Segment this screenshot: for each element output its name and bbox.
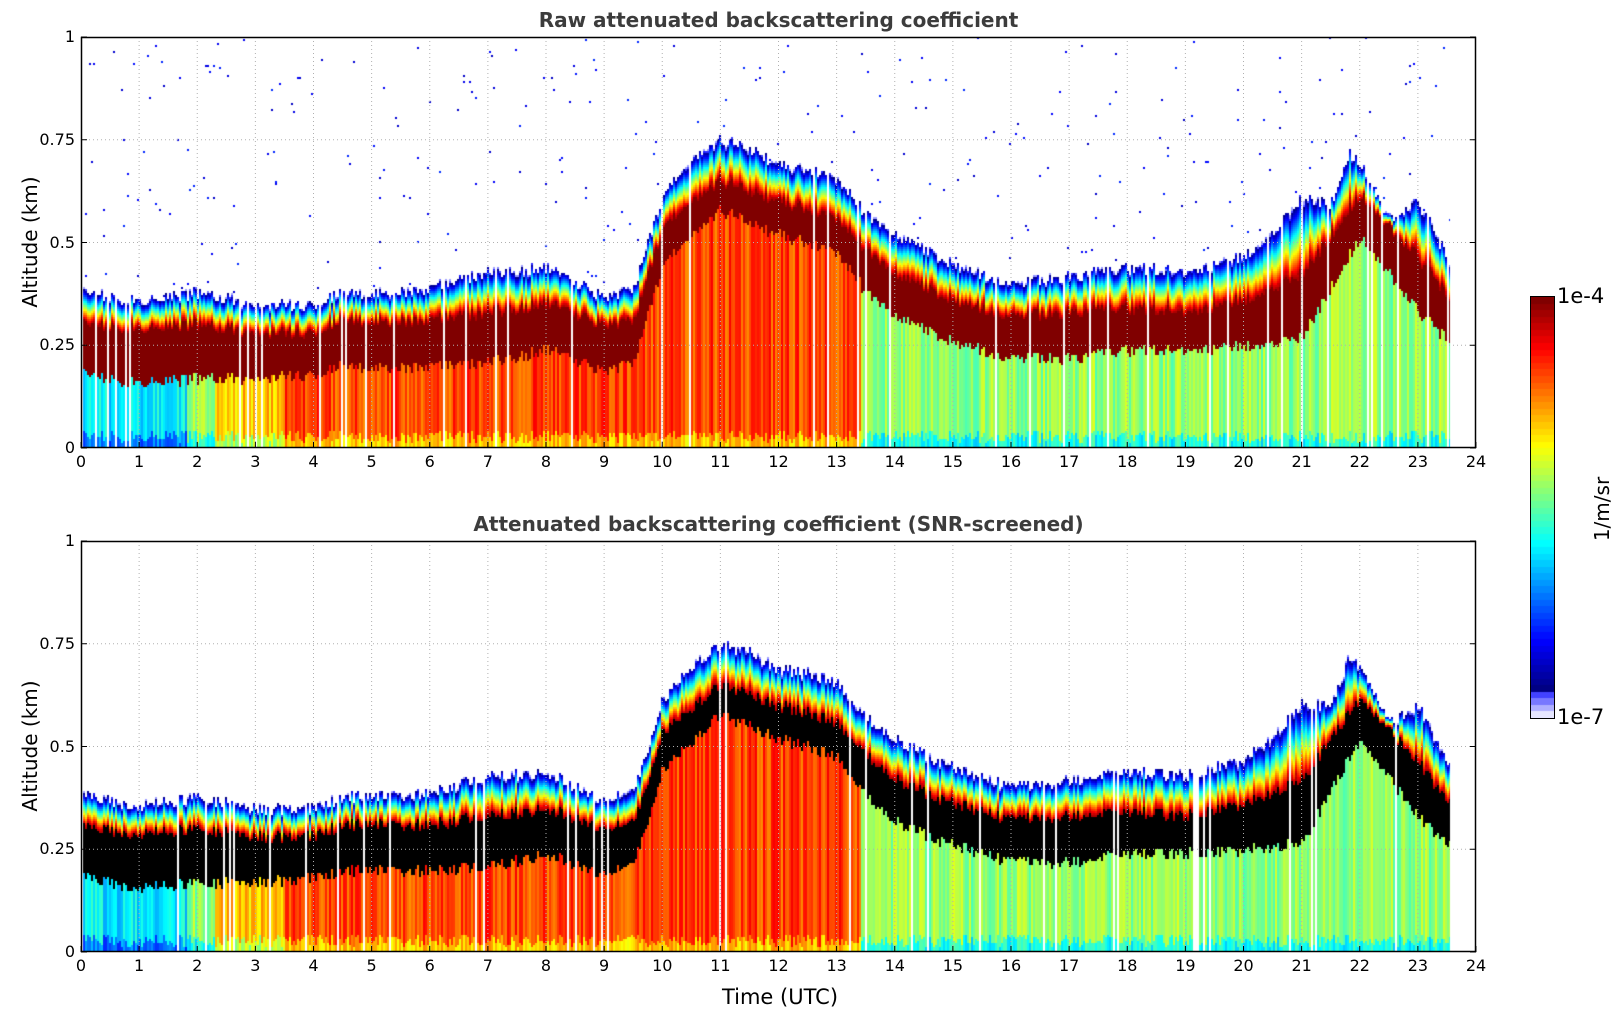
- plot-area-screened: [80, 540, 1477, 953]
- x-tick-label: 3: [250, 452, 261, 471]
- y-tick-label: 0.25: [39, 839, 75, 859]
- x-tick-label: 7: [482, 452, 493, 471]
- colorbar-title: 1/m/sr: [1590, 476, 1615, 542]
- x-tick-label: 23: [1407, 452, 1429, 471]
- y-tick-label: 0: [64, 438, 75, 457]
- x-tick-label: 14: [884, 956, 905, 975]
- colorbar: [1530, 296, 1555, 719]
- x-tick-label: 18: [1117, 956, 1138, 975]
- x-tick-label: 11: [710, 452, 731, 471]
- plot-frame: [80, 36, 1477, 449]
- plot-frame: [80, 540, 1477, 953]
- x-tick-label: 10: [652, 956, 673, 975]
- x-tick-label: 21: [1291, 956, 1312, 975]
- y-tick-label: 0: [64, 942, 75, 961]
- y-tick-label: 1: [64, 531, 75, 550]
- x-tick-label: 24: [1465, 956, 1487, 975]
- x-tick-label: 15: [942, 452, 964, 471]
- x-tick-label: 23: [1407, 956, 1429, 975]
- colorbar-min-label: 1e-7: [1557, 705, 1605, 729]
- x-tick-label: 12: [768, 956, 789, 975]
- y-tick-label: 0.75: [39, 633, 75, 653]
- x-tick-label: 16: [1000, 956, 1022, 975]
- y-tick-label: 0.75: [39, 129, 75, 149]
- x-tick-label: 2: [192, 452, 203, 471]
- x-tick-label: 5: [366, 956, 377, 975]
- plot-area-raw: [80, 36, 1477, 449]
- x-tick-label: 6: [424, 956, 435, 975]
- x-tick-label: 13: [826, 452, 847, 471]
- x-tick-label: 22: [1349, 452, 1370, 471]
- x-tick-label: 8: [540, 452, 552, 471]
- x-tick-label: 16: [1000, 452, 1022, 471]
- x-tick-label: 17: [1058, 452, 1080, 471]
- x-tick-label: 3: [250, 956, 261, 975]
- x-tick-label: 20: [1233, 956, 1254, 975]
- x-tick-label: 6: [424, 452, 435, 471]
- x-tick-label: 1: [134, 956, 145, 975]
- x-tick-label: 10: [652, 452, 673, 471]
- x-tick-label: 15: [942, 956, 964, 975]
- y-tick-label: 0.25: [39, 335, 75, 355]
- y-tick-label: 0.5: [49, 736, 75, 756]
- x-tick-label: 4: [308, 956, 319, 975]
- x-tick-label: 7: [482, 956, 493, 975]
- chart-title-raw: Raw attenuated backscattering coefficien…: [538, 8, 1019, 32]
- x-tick-label: 19: [1175, 956, 1196, 975]
- x-tick-label: 9: [599, 956, 610, 975]
- x-tick-label: 13: [826, 956, 847, 975]
- x-tick-label: 9: [599, 452, 610, 471]
- x-tick-label: 8: [540, 956, 552, 975]
- x-tick-label: 1: [134, 452, 145, 471]
- x-tick-label: 0: [75, 956, 87, 975]
- x-tick-label: 5: [366, 452, 377, 471]
- colorbar-max-label: 1e-4: [1557, 284, 1605, 308]
- x-tick-label: 20: [1233, 452, 1254, 471]
- x-tick-label: 2: [192, 956, 203, 975]
- x-axis-label: Time (UTC): [721, 985, 839, 1009]
- x-tick-label: 24: [1465, 452, 1487, 471]
- x-tick-label: 21: [1291, 452, 1312, 471]
- x-tick-label: 19: [1175, 452, 1196, 471]
- axes-screened: [80, 540, 1477, 953]
- x-tick-label: 18: [1117, 452, 1138, 471]
- x-tick-label: 0: [75, 452, 87, 471]
- x-tick-label: 22: [1349, 956, 1370, 975]
- chart-title-screened: Attenuated backscattering coefficient (S…: [473, 512, 1084, 536]
- y-tick-label: 0.5: [49, 232, 75, 252]
- x-tick-label: 12: [768, 452, 789, 471]
- y-tick-label: 1: [64, 27, 75, 46]
- axes-raw: [80, 36, 1477, 449]
- x-tick-label: 14: [884, 452, 905, 471]
- x-tick-label: 4: [308, 452, 319, 471]
- x-tick-label: 11: [710, 956, 731, 975]
- x-tick-label: 17: [1058, 956, 1080, 975]
